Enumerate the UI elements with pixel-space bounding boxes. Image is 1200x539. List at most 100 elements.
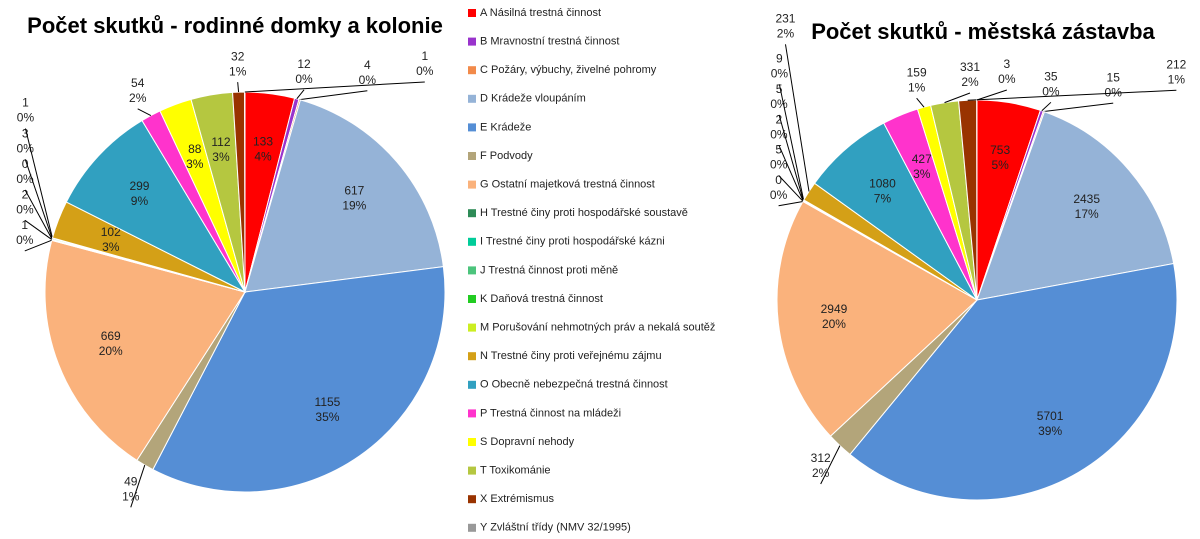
data-label: 1 [21,218,28,232]
percent-label: 0% [16,203,34,217]
legend-swatch [468,123,476,132]
data-label: 2 [776,112,783,126]
legend-label: J Trestná činnost proti měně [480,264,618,276]
data-label: 1 [22,96,29,110]
legend-swatch [468,523,476,532]
data-label: 15 [1107,70,1121,84]
data-label: 299 [129,179,149,193]
legend-label: K Daňová trestná činnost [480,293,603,305]
legend-swatch [468,352,476,361]
data-label: 212 [1166,57,1186,71]
data-label: 54 [131,76,145,90]
percent-label: 0% [1042,84,1060,98]
legend-swatch [468,180,476,189]
leader-line [820,445,841,485]
legend-swatch [468,495,476,504]
data-label: 5 [775,143,782,157]
percent-label: 3% [913,167,931,181]
legend-label: T Toxikománie [480,465,551,477]
data-label: 102 [101,225,121,239]
percent-label: 0% [770,127,788,141]
data-label: 12 [297,57,311,71]
data-label: 2 [22,188,29,202]
data-label: 9 [776,51,783,65]
percent-label: 3% [186,157,204,171]
legend-label: C Požáry, výbuchy, živelné pohromy [480,64,657,76]
data-label: 3 [1004,57,1011,71]
leader-line [1043,102,1114,113]
data-label: 1155 [315,395,341,409]
legend-swatch [468,380,476,389]
data-label: 1 [421,49,428,63]
data-label: 331 [960,60,980,74]
chart-title: Počet skutků - rodinné domky a kolonie [27,13,443,38]
pie-slice [44,239,246,461]
percent-label: 35% [315,410,339,424]
leader-line [130,464,146,508]
leader-line [24,159,53,239]
percent-label: 2% [961,75,979,89]
percent-label: 20% [822,317,846,331]
legend-swatch [468,94,476,103]
leader-line [24,189,53,240]
legend-label: O Obecně nebezpečná trestná činnost [480,379,668,391]
data-label: 5701 [1037,409,1064,423]
legend-label: E Krádeže [480,121,531,133]
percent-label: 1% [229,64,247,78]
leader-line [778,200,804,207]
legend-label: Y Zvláštní třídy (NMV 32/1995) [480,522,631,534]
data-label: 312 [811,451,831,465]
legend-label: M Porušování nehmotných práv a nekalá so… [480,322,715,334]
percent-label: 39% [1038,424,1062,438]
data-label: 427 [912,152,932,166]
data-label: 231 [775,11,795,25]
percent-label: 2% [812,466,830,480]
pie-slice [152,266,446,493]
legend-swatch [468,152,476,160]
leader-line [1041,101,1052,112]
leader-line [784,44,810,192]
data-label: 617 [344,183,364,197]
percent-label: 0% [17,111,35,125]
data-label: 88 [188,142,202,156]
percent-label: 5% [991,158,1009,172]
data-label: 32 [231,49,245,63]
leader-line [778,175,804,202]
data-label: 2949 [821,302,848,316]
data-label: 2435 [1073,192,1100,206]
percent-label: 2% [129,91,147,105]
legend-swatch [468,409,476,418]
leader-line [296,89,305,100]
percent-label: 1% [1168,72,1186,86]
data-label: 669 [101,329,121,343]
legend-swatch [468,438,476,446]
percent-label: 1% [908,80,926,94]
data-label: 1080 [869,177,896,191]
data-label: 159 [907,65,927,79]
percent-label: 19% [342,198,366,212]
percent-label: 0% [1105,85,1123,99]
legend-label: F Podvody [480,150,533,162]
leader-line [944,92,971,104]
legend-label: I Trestné činy proti hospodářské kázni [480,236,665,248]
legend-swatch [468,209,476,218]
leader-line [299,90,368,101]
leader-line [916,97,925,108]
leader-line [24,128,53,239]
legend-label: D Krádeže vloupáním [480,93,586,105]
leader-line [24,239,53,252]
legend-label: A Násilná trestná činnost [480,7,601,19]
chart-title: Počet skutků - městská zástavba [811,19,1155,44]
data-label: 35 [1044,69,1058,83]
data-label: 112 [211,135,230,149]
legend-swatch [468,323,476,332]
percent-label: 0% [998,72,1016,86]
leader-line [967,89,1177,101]
legend-swatch [468,466,476,475]
percent-label: 17% [1075,207,1099,221]
leader-line [24,219,53,241]
legend-swatch [468,295,476,303]
legend-label: B Mravnostní trestná činnost [480,36,619,48]
legend-swatch [468,66,476,75]
